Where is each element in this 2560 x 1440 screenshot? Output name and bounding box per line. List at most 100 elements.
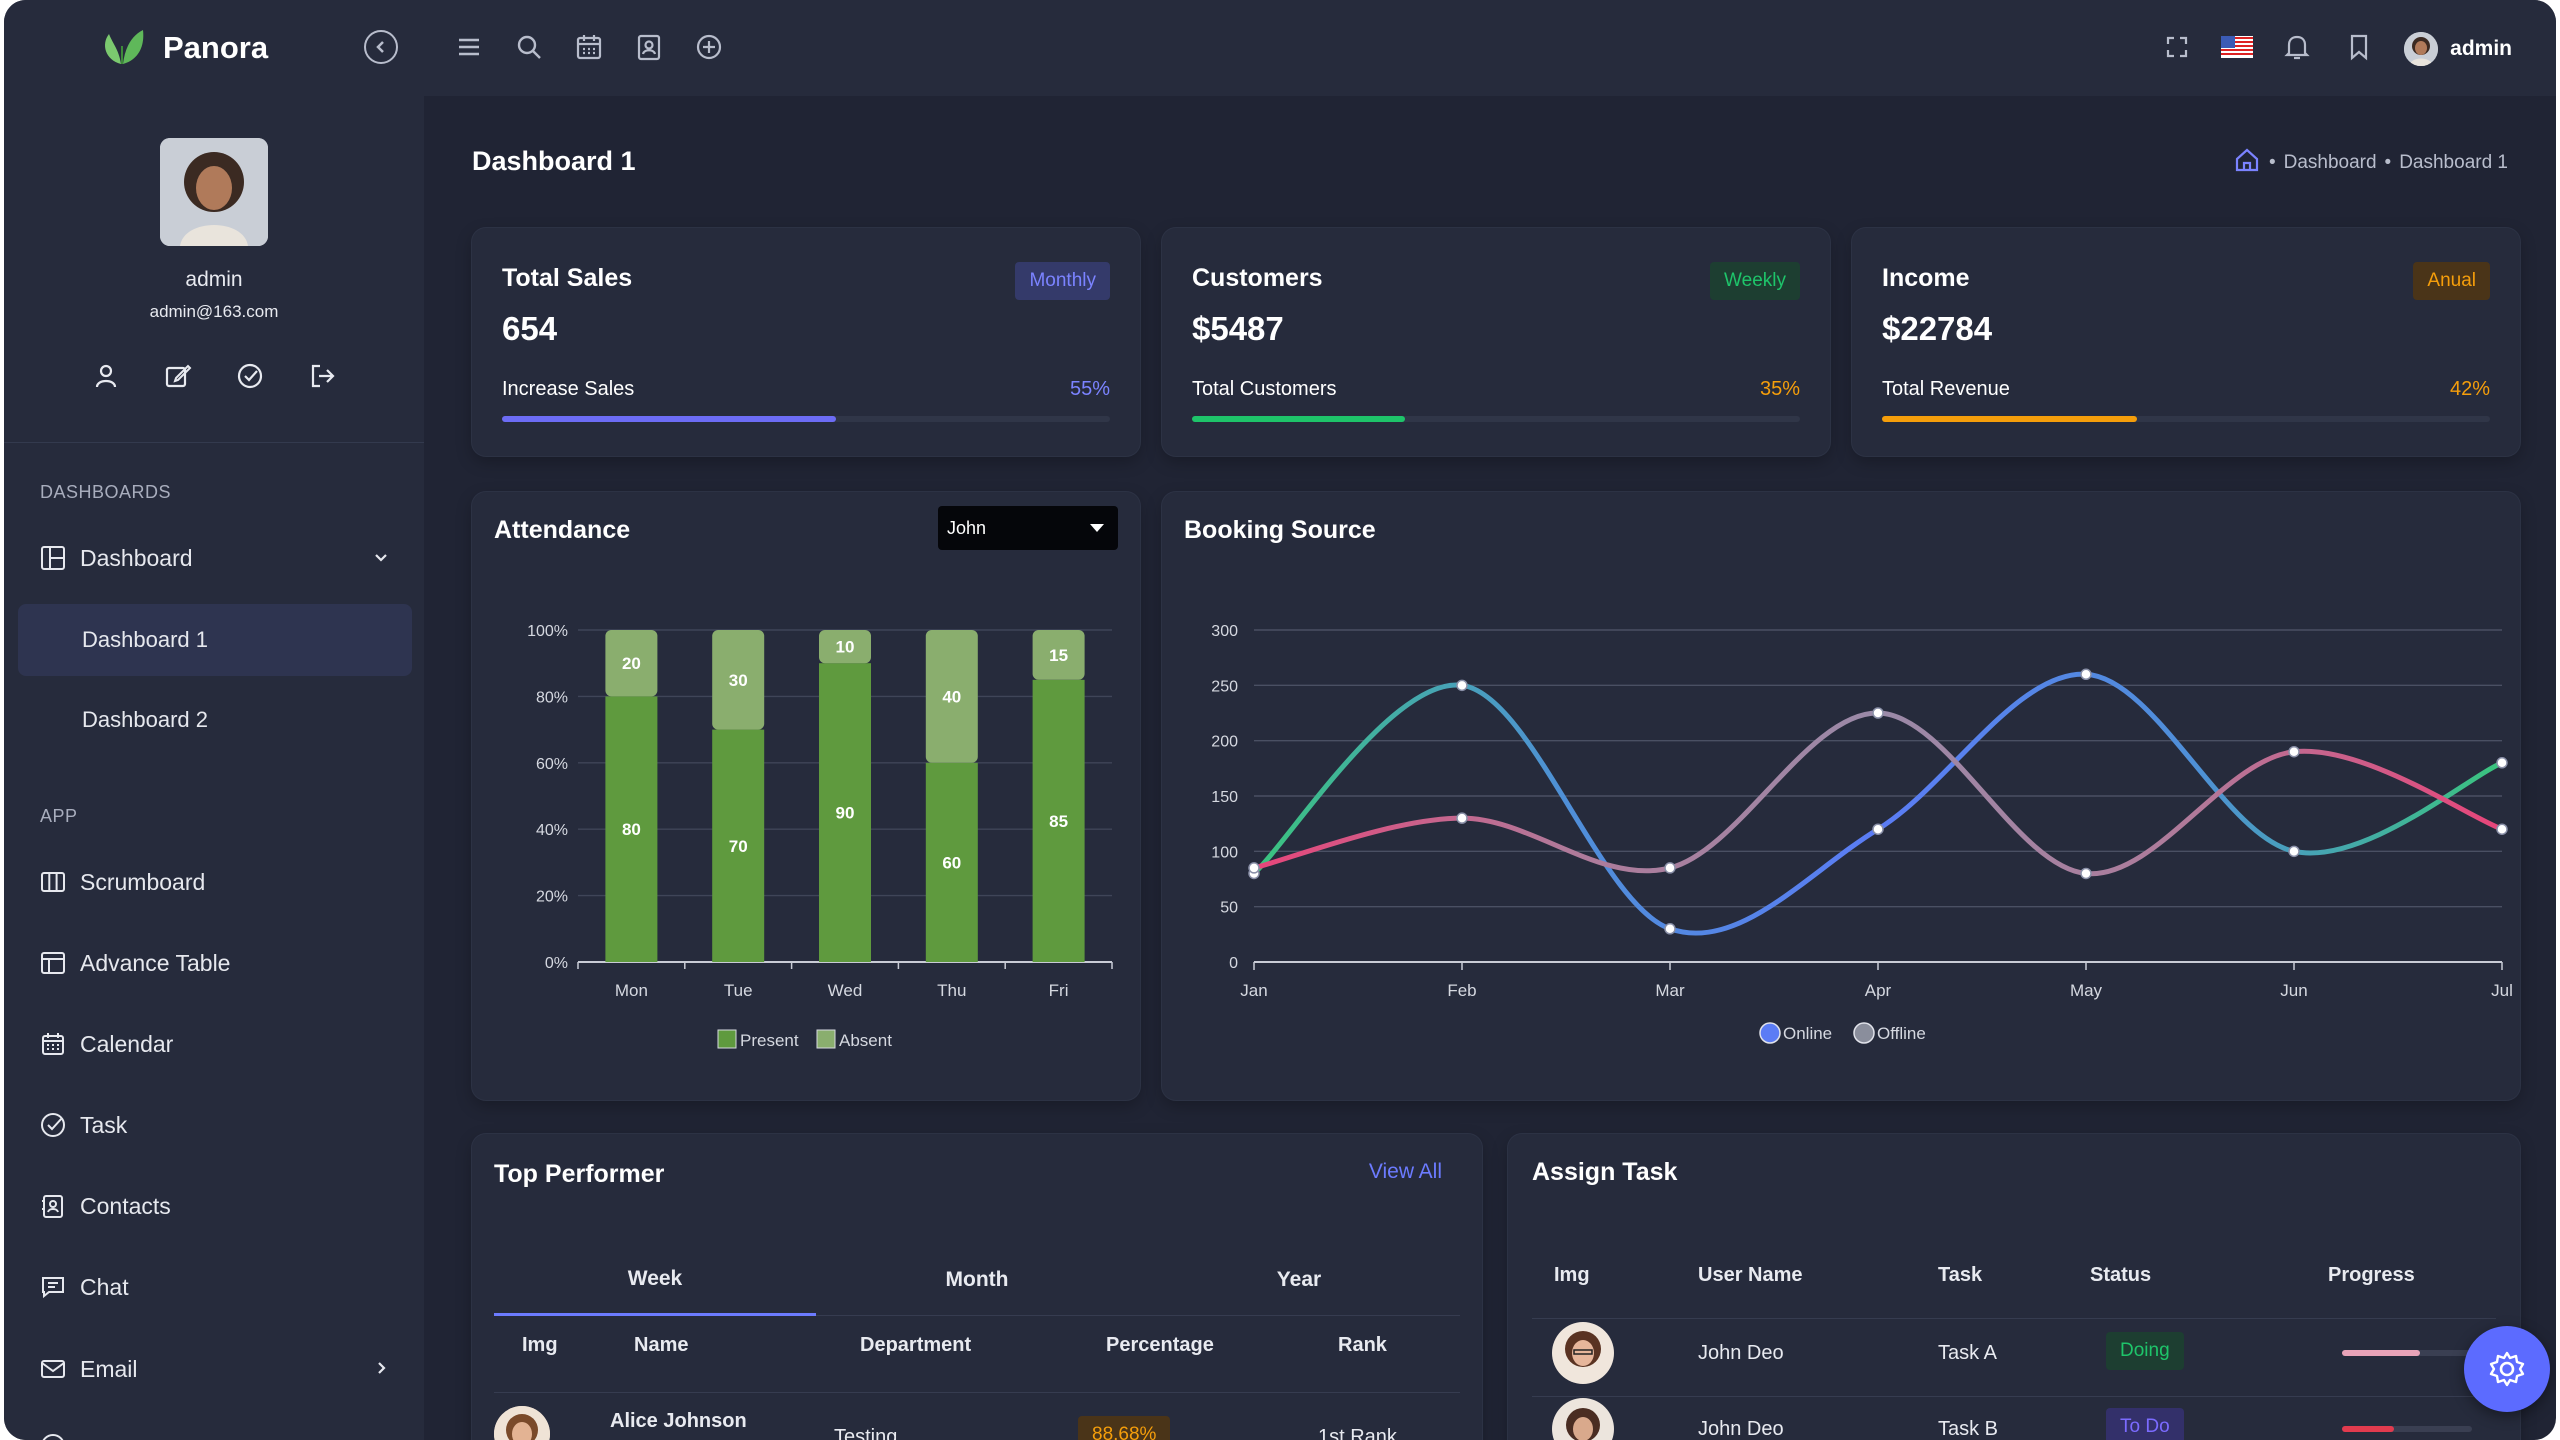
card-title: Attendance	[494, 516, 631, 544]
bar-present	[605, 696, 658, 962]
bookmark-icon[interactable]	[2342, 30, 2376, 64]
edit-icon[interactable]	[162, 360, 194, 392]
sidebar: Panora admin admin@163.com DASHBOARDS Da…	[4, 0, 424, 1440]
collapse-sidebar-button[interactable]	[364, 30, 398, 64]
calendar-icon[interactable]	[572, 30, 606, 64]
x-tick-label: Tue	[724, 981, 753, 1000]
employee-select[interactable]: John	[938, 506, 1118, 550]
data-point	[2288, 845, 2300, 858]
y-tick-label: 0%	[545, 955, 568, 972]
sidebar-subitem-dashboard-1[interactable]: Dashboard 1	[18, 604, 412, 676]
period-badge[interactable]: Monthly	[1015, 262, 1110, 300]
y-tick-label: 150	[1211, 789, 1238, 806]
period-badge[interactable]: Anual	[2413, 262, 2490, 300]
home-icon[interactable]	[2233, 146, 2261, 180]
avatar[interactable]	[160, 138, 268, 246]
sidebar-item-dashboard[interactable]: Dashboard	[40, 536, 390, 580]
performer-department: Testing	[834, 1426, 898, 1440]
data-point	[1456, 679, 1468, 692]
progress-bar	[1192, 416, 1800, 422]
data-point	[1664, 923, 1676, 935]
sidebar-item-label: Contacts	[80, 1192, 171, 1219]
mail-icon	[41, 1360, 65, 1378]
bar-absent	[1032, 630, 1085, 680]
add-circle-icon[interactable]	[692, 30, 726, 64]
bar-present	[1032, 679, 1085, 962]
data-point	[1456, 812, 1468, 824]
progress-fill	[502, 416, 837, 422]
profile-email: admin@163.com	[149, 302, 279, 321]
breadcrumb-item[interactable]: Dashboard	[2283, 152, 2377, 173]
select-value: John	[947, 517, 987, 538]
sidebar-item-scrumboard[interactable]: Scrumboard	[40, 860, 205, 904]
sidebar-item-task[interactable]: Task	[40, 1103, 127, 1147]
progress-fill	[1192, 416, 1405, 422]
tab-month[interactable]: Month	[945, 1268, 1009, 1291]
sidebar-item-contacts[interactable]: Contacts	[40, 1184, 171, 1228]
booking-source-chart: 0 50 100 150 200 250 300 Jan Feb Mar Apr May Jun Jul O…	[1211, 623, 2513, 1044]
caret-down-icon	[1090, 524, 1104, 532]
view-all-link[interactable]: View All	[1368, 1160, 1442, 1183]
x-tick-label: Jul	[2491, 981, 2513, 1000]
sidebar-item-label: Dashboard	[80, 544, 193, 571]
stat-title: Customers	[1192, 264, 1323, 292]
us-flag-icon[interactable]	[2220, 30, 2254, 64]
stat-card-income: Income $22784 Anual Total Revenue 42%	[1852, 228, 2520, 456]
assign-task-card: Assign Task Img User Name Task Status Pr…	[1508, 1134, 2520, 1440]
stat-title: Total Sales	[502, 264, 633, 292]
brand[interactable]: Panora	[99, 26, 268, 70]
column-header: User Name	[1698, 1264, 1803, 1286]
settings-button[interactable]	[2464, 1326, 2550, 1412]
legend-label: Present	[740, 1031, 799, 1050]
x-tick-label: Jan	[1240, 981, 1267, 1000]
bar-present	[819, 663, 871, 962]
breadcrumb-separator: •	[2268, 152, 2276, 173]
period-badge[interactable]: Weekly	[1710, 262, 1800, 300]
data-label: 90	[836, 804, 855, 823]
y-tick-label: 20%	[536, 889, 568, 906]
sidebar-item-calendar[interactable]: Calendar	[40, 1022, 173, 1066]
breadcrumb-item: Dashboard 1	[2399, 152, 2508, 173]
divider	[4, 442, 424, 443]
sidebar-item-more[interactable]	[40, 1424, 66, 1440]
section-app: APP	[40, 806, 78, 826]
avatar	[1552, 1398, 1614, 1440]
data-label: 80	[622, 820, 641, 839]
x-tick-label: Apr	[1865, 981, 1892, 1000]
sidebar-item-chat[interactable]: Chat	[40, 1265, 129, 1309]
bell-icon[interactable]	[2280, 30, 2314, 64]
y-tick-label: 60%	[536, 756, 568, 773]
sidebar-item-advance-table[interactable]: Advance Table	[40, 941, 230, 985]
column-header: Img	[1554, 1264, 1590, 1286]
logout-icon[interactable]	[306, 360, 338, 392]
contacts-icon	[42, 1195, 63, 1218]
performer-name: Alice Johnson	[610, 1410, 747, 1432]
task-name: Task A	[1938, 1342, 1997, 1364]
column-header: Status	[2090, 1264, 2152, 1286]
status-badge: To Do	[2106, 1408, 2184, 1440]
profile: admin admin@163.com	[4, 138, 424, 322]
booking-source-card: Booking Source 0 50 100 150 200 250 300 Jan Feb M…	[1162, 492, 2520, 1100]
sidebar-subitem-dashboard-2[interactable]: Dashboard 2	[82, 707, 208, 732]
x-tick-label: Mar	[1655, 981, 1685, 1000]
card-title: Assign Task	[1532, 1158, 1678, 1186]
search-icon[interactable]	[512, 30, 546, 64]
y-tick-label: 100%	[527, 623, 568, 640]
data-point	[1872, 823, 1884, 835]
column-header: Percentage	[1106, 1334, 1214, 1356]
stat-percent: 42%	[2449, 378, 2490, 400]
task-name: Task B	[1938, 1418, 1999, 1440]
tab-week[interactable]: Week	[494, 1244, 816, 1316]
user-menu[interactable]: admin	[2404, 32, 2512, 66]
data-point	[2496, 823, 2508, 835]
sidebar-item-email[interactable]: Email	[40, 1347, 390, 1391]
x-tick-label: Wed	[828, 981, 863, 1000]
check-circle-icon[interactable]	[234, 360, 266, 392]
contacts-icon[interactable]	[632, 30, 666, 64]
tab-year[interactable]: Year	[1276, 1268, 1322, 1291]
fullscreen-icon[interactable]	[2160, 30, 2194, 64]
avatar	[1552, 1322, 1614, 1384]
menu-icon[interactable]	[452, 30, 486, 64]
user-icon[interactable]	[90, 360, 122, 392]
divider	[1532, 1396, 2496, 1397]
